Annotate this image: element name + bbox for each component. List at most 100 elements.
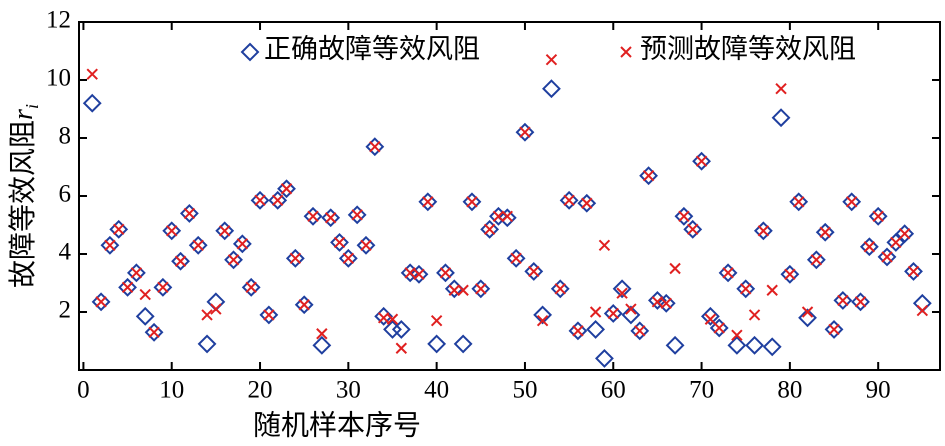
point [391, 319, 411, 339]
point [845, 196, 858, 208]
point [727, 335, 747, 355]
x-axis-label: 随机样本序号 [253, 409, 421, 441]
point [227, 254, 240, 266]
point [895, 224, 915, 244]
point [201, 309, 213, 321]
point [577, 193, 597, 213]
point [656, 293, 676, 313]
y-tick-label: 6 [59, 181, 72, 208]
point [104, 239, 116, 252]
point [533, 305, 553, 325]
point [294, 295, 314, 315]
point [550, 279, 570, 299]
point [828, 323, 840, 336]
point [886, 232, 906, 252]
point [430, 314, 443, 327]
point [395, 342, 408, 354]
point [427, 334, 447, 354]
point [139, 288, 151, 301]
point [700, 306, 720, 326]
point [731, 329, 743, 341]
point [704, 313, 717, 325]
point [324, 212, 337, 224]
point [497, 208, 517, 228]
point [480, 219, 500, 239]
point [298, 299, 310, 311]
x-tick-label: 90 [866, 377, 891, 404]
point [285, 248, 305, 268]
point [192, 239, 204, 252]
point [268, 190, 288, 210]
x-tick-label: 10 [159, 377, 184, 404]
point [215, 221, 235, 241]
point [709, 318, 729, 338]
point [616, 287, 628, 299]
point [581, 197, 593, 209]
point [206, 292, 226, 312]
x-tick-label: 60 [601, 377, 626, 404]
point [254, 194, 266, 207]
legend-label: 正确故障等效风阻 [264, 34, 480, 64]
point [568, 321, 588, 341]
point [890, 236, 902, 249]
y-tick-label: 8 [59, 123, 72, 150]
point [868, 206, 888, 226]
point [595, 348, 614, 368]
point [757, 225, 770, 237]
point [453, 334, 473, 354]
point [224, 250, 243, 270]
point [342, 252, 355, 265]
point [713, 322, 725, 334]
point [542, 79, 561, 99]
point [669, 262, 681, 275]
point [188, 235, 208, 255]
point [157, 281, 169, 294]
point [369, 140, 381, 153]
point [545, 53, 558, 66]
point [312, 335, 332, 355]
point [736, 279, 756, 299]
point [413, 268, 425, 281]
point [277, 179, 296, 199]
point [109, 219, 129, 239]
x-tick-label: 80 [777, 377, 802, 404]
point [118, 277, 137, 297]
point [683, 219, 703, 239]
point [232, 234, 252, 254]
point [528, 265, 540, 278]
point [695, 155, 708, 167]
point [356, 235, 376, 255]
point [722, 267, 734, 279]
point [586, 319, 606, 339]
point [854, 296, 867, 308]
point [506, 248, 526, 268]
point [815, 222, 835, 242]
point [100, 235, 120, 255]
point [898, 227, 911, 240]
point [303, 206, 323, 226]
y-axis-label: 故障等效风阻ri [7, 104, 42, 288]
point [386, 313, 399, 325]
point [347, 205, 367, 225]
point [674, 206, 694, 226]
point [418, 192, 438, 212]
point [515, 122, 535, 142]
x-tick-label: 30 [336, 377, 361, 404]
point [271, 194, 284, 207]
point [621, 305, 641, 325]
point [793, 196, 805, 208]
point [806, 250, 826, 270]
point [457, 284, 469, 296]
legend-label: 预测故障等效风阻 [640, 34, 856, 64]
point [572, 325, 584, 337]
point [86, 68, 98, 80]
point [245, 281, 257, 294]
point [589, 306, 602, 318]
point [250, 190, 270, 210]
point [422, 196, 434, 208]
point [833, 290, 853, 310]
point [837, 294, 849, 307]
point [121, 281, 134, 294]
point [483, 223, 496, 236]
point [95, 296, 107, 308]
